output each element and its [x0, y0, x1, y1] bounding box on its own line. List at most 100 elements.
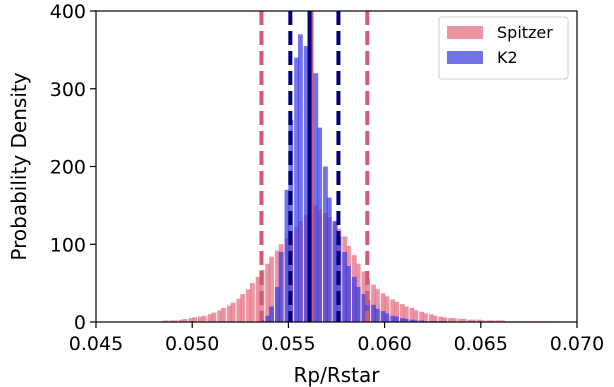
- histogram-bar: [269, 256, 274, 322]
- histogram-bar: [246, 289, 251, 322]
- x-tick-label: 0.070: [550, 333, 604, 355]
- histogram-bar: [394, 316, 400, 322]
- histogram-bar: [399, 318, 405, 322]
- histogram-bar: [390, 315, 396, 322]
- histogram-bar: [467, 319, 473, 322]
- histogram-bar: [265, 263, 271, 322]
- histogram-bar: [236, 298, 242, 322]
- histogram-bar: [496, 320, 501, 322]
- histogram-bar: [178, 319, 184, 322]
- histogram-bar: [409, 319, 415, 322]
- x-tick-label: 0.055: [261, 333, 315, 355]
- histogram-bar: [394, 301, 400, 322]
- histogram-bar: [438, 316, 444, 322]
- histogram-bar: [486, 320, 492, 322]
- histogram-bar: [380, 311, 386, 322]
- histogram-bar: [169, 320, 174, 322]
- histogram-bar: [317, 127, 323, 322]
- histogram-bar: [207, 314, 213, 322]
- histogram-bar: [390, 299, 396, 322]
- histogram-bar: [423, 313, 428, 322]
- y-tick-label: 0: [74, 312, 86, 334]
- histogram-bar: [303, 45, 309, 322]
- histogram-bar: [269, 306, 274, 322]
- histogram-bar: [332, 220, 338, 322]
- legend-swatch-spitzer: [447, 26, 483, 39]
- histogram-bar: [471, 319, 476, 322]
- histogram-bar: [399, 304, 405, 322]
- histogram-bar: [403, 318, 409, 322]
- histogram-bar: [230, 302, 236, 322]
- histogram-bar: [172, 320, 178, 322]
- histogram-bar: [448, 318, 453, 322]
- histogram-bar: [249, 283, 255, 322]
- histogram-bar: [432, 315, 438, 322]
- histogram-bar: [374, 289, 380, 322]
- histogram-bar: [442, 317, 448, 322]
- histogram-bar: [457, 318, 463, 322]
- histogram-bar: [201, 315, 207, 322]
- histogram-bar: [240, 294, 246, 322]
- histogram-bar: [461, 318, 467, 322]
- y-tick-label: 400: [50, 1, 86, 23]
- legend: Spitzer K2: [438, 16, 569, 80]
- x-tick-label: 0.050: [165, 333, 219, 355]
- histogram-bar: [409, 308, 415, 322]
- histogram-bar: [326, 197, 332, 322]
- histogram-bar: [226, 305, 232, 322]
- histogram-bar: [188, 318, 194, 322]
- x-tick-label: 0.065: [454, 333, 508, 355]
- histogram-bar: [274, 250, 280, 322]
- histogram-bar: [221, 308, 226, 322]
- x-axis-label: Rp/Rstar: [294, 363, 381, 387]
- histogram-bar: [211, 312, 217, 322]
- y-tick-label: 300: [50, 79, 86, 101]
- histogram-bar: [298, 34, 303, 322]
- legend-label-k2: K2: [497, 48, 518, 67]
- y-axis-label: Probability Density: [7, 72, 31, 260]
- histogram-bar: [361, 294, 367, 322]
- histogram-bar: [384, 296, 390, 322]
- histogram-bar: [419, 320, 425, 322]
- y-tick-label: 200: [50, 157, 86, 179]
- legend-label-spitzer: Spitzer: [497, 23, 553, 42]
- histogram-bar: [384, 313, 390, 322]
- histogram-bar: [480, 320, 486, 322]
- histogram-bar: [374, 308, 380, 322]
- histogram-bar: [278, 252, 284, 322]
- histogram-bar: [371, 284, 376, 322]
- histogram-bar: [192, 317, 198, 322]
- histogram-bar: [294, 57, 299, 322]
- histogram-bar: [351, 276, 357, 322]
- histogram-bar: [323, 166, 328, 322]
- plot-area: [159, 11, 559, 322]
- histogram-bar: [342, 252, 348, 322]
- histogram-bar: [265, 315, 271, 322]
- histogram-bar: [380, 293, 386, 322]
- histogram-bar: [163, 320, 169, 322]
- histogram-bar: [355, 287, 361, 322]
- histogram-bar: [413, 320, 419, 322]
- axes: 0.045 0.050 0.055 0.060 0.065 0.070 0 100 200 300…: [50, 1, 604, 355]
- x-tick-label: 0.045: [69, 333, 123, 355]
- y-tick-label: 100: [50, 234, 86, 256]
- histogram-bar: [346, 266, 351, 322]
- histogram-bar: [313, 73, 319, 322]
- histogram-bar: [197, 316, 203, 322]
- histogram-bar: [500, 320, 505, 322]
- histogram-bar: [284, 189, 290, 322]
- x-tick-label: 0.060: [357, 333, 411, 355]
- histogram-bar: [255, 276, 261, 322]
- histogram-bar: [217, 310, 223, 322]
- histogram-bar: [413, 310, 419, 322]
- histogram-bar: [451, 318, 457, 322]
- plot-content: [159, 11, 559, 322]
- histogram-bar: [428, 314, 434, 322]
- histogram-bar: [274, 287, 280, 322]
- legend-swatch-k2: [447, 51, 483, 64]
- histogram-bar: [419, 311, 425, 322]
- histogram-bar: [371, 304, 376, 322]
- histogram-bar: [182, 318, 188, 322]
- histogram-bar: [476, 319, 482, 322]
